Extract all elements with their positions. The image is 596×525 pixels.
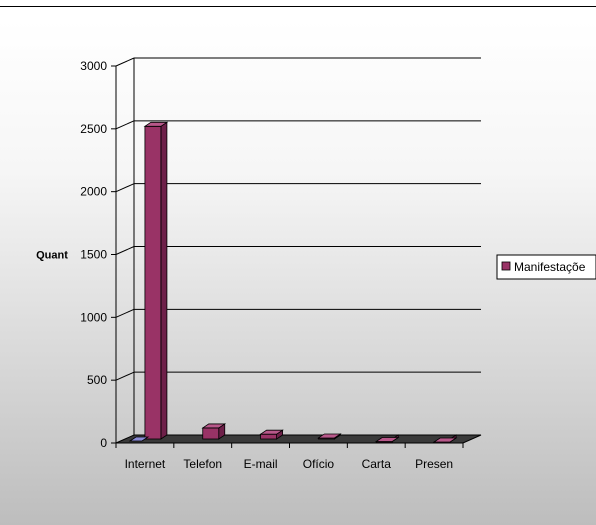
y-axis-label: Quant [36, 250, 68, 262]
bar [144, 125, 162, 440]
gridline-side [115, 371, 135, 381]
floor-marker [128, 436, 150, 442]
bar [202, 427, 220, 440]
y-tick-label: 1500 [80, 248, 107, 262]
bar-side [160, 121, 168, 440]
gridline-side [115, 246, 135, 255]
bar-top [259, 429, 284, 435]
y-tick-label: 2000 [80, 185, 107, 199]
y-tick-label: 500 [87, 373, 107, 387]
gridline-side [115, 183, 135, 193]
x-tick-label: Telefon [183, 457, 222, 471]
bar-top [201, 423, 227, 429]
x-tick-label: Ofício [303, 457, 335, 471]
bar-top [143, 121, 169, 127]
gridline-side [115, 120, 135, 130]
y-tick-label: 1000 [80, 310, 107, 324]
top-divider [0, 6, 596, 7]
chart-floor [115, 434, 482, 444]
legend-box [496, 254, 596, 280]
legend-swatch [501, 261, 511, 271]
x-tick-label: Carta [362, 457, 392, 471]
y-tick-label: 3000 [80, 59, 107, 73]
x-tick-label: Presen [415, 457, 453, 471]
y-tick-label: 0 [100, 436, 107, 450]
gridline-side [115, 57, 135, 67]
bar-top [432, 437, 458, 443]
gridline-side [115, 308, 135, 318]
y-tick-label: 2500 [80, 122, 107, 136]
x-tick-label: Internet [125, 457, 166, 471]
x-tick-label: E-mail [244, 457, 278, 471]
bar-top [317, 433, 342, 439]
legend-label: Manifestaçõe [514, 260, 586, 274]
bar-top [374, 437, 400, 442]
bar [260, 433, 277, 440]
